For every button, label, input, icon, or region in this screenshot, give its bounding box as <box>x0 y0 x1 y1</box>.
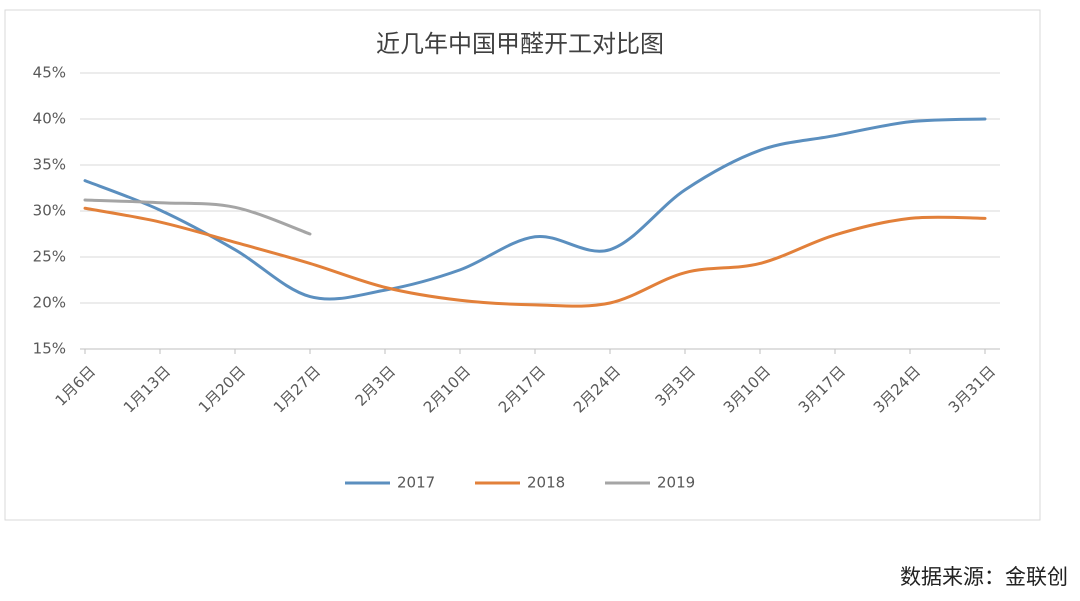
y-tick-label: 35% <box>33 156 66 174</box>
series-line <box>83 198 312 236</box>
y-tick-label: 45% <box>33 64 66 82</box>
series-line <box>83 206 987 308</box>
y-tick-label: 30% <box>33 202 66 220</box>
series-line <box>83 117 987 301</box>
chart-title: 近几年中国甲醛开工对比图 <box>376 30 664 58</box>
legend-label: 2019 <box>657 474 695 492</box>
y-tick-label: 25% <box>33 248 66 266</box>
legend-label: 2018 <box>527 474 565 492</box>
chart-frame <box>4 9 1041 521</box>
legend-label: 2017 <box>397 474 435 492</box>
y-tick-label: 15% <box>33 340 66 358</box>
y-tick-label: 40% <box>33 110 66 128</box>
source: 数据来源：金联创 <box>900 565 1068 589</box>
y-tick-label: 20% <box>33 294 66 312</box>
